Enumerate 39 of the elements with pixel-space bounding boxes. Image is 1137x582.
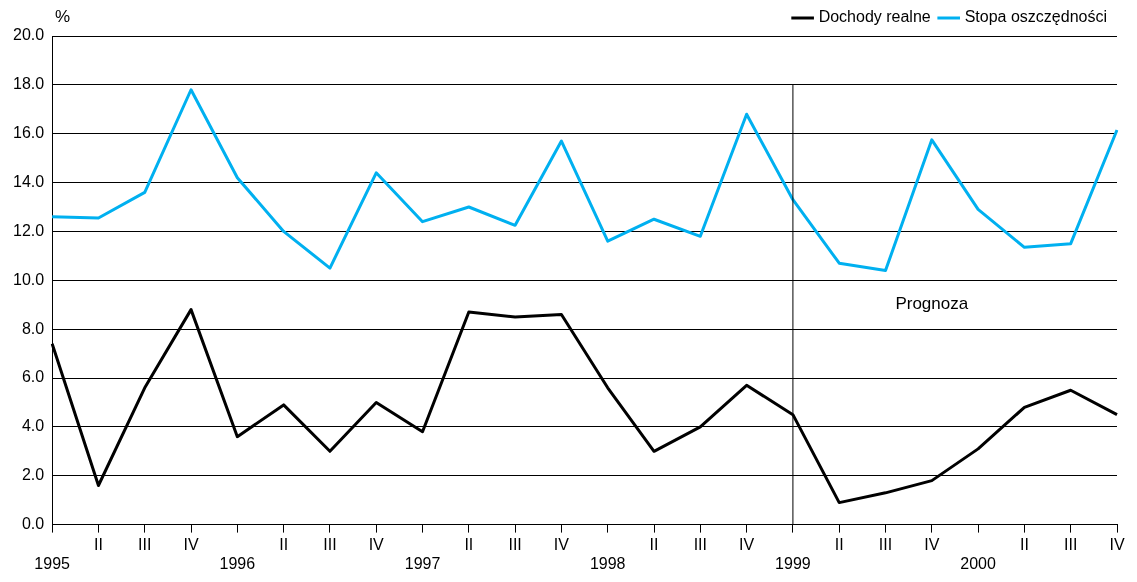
annotation: Prognoza <box>895 294 969 314</box>
legend-label: Stopa oszczędności <box>964 8 1108 26</box>
y-axis-title: % <box>55 7 71 27</box>
x-tick-label: 1998 <box>589 554 626 572</box>
legend-label: Dochody realne <box>818 8 931 26</box>
x-tick-label: II <box>93 535 103 553</box>
x-tick-label: IV <box>1109 535 1125 553</box>
y-tick-label: 14.0 <box>13 172 45 190</box>
x-tick-label: III <box>878 535 893 553</box>
x-tick-label: 1997 <box>404 554 441 572</box>
x-tick-label: II <box>464 535 474 553</box>
y-tick-label: 0.0 <box>21 515 45 533</box>
y-tick-label: 4.0 <box>21 417 45 435</box>
x-tick-label: 1995 <box>34 554 71 572</box>
x-tick-label: II <box>834 535 844 553</box>
x-tick-label: III <box>508 535 522 553</box>
y-tick-label: 2.0 <box>21 466 45 484</box>
x-tick-label: III <box>138 535 152 553</box>
x-tick-label: II <box>279 535 289 553</box>
x-tick-label: 1999 <box>775 554 811 572</box>
x-tick-label: IV <box>924 535 940 553</box>
y-tick-label: 12.0 <box>13 221 45 239</box>
x-tick-label: IV <box>368 535 385 553</box>
y-tick-label: 16.0 <box>13 124 45 142</box>
x-tick-label: II <box>1019 535 1029 553</box>
y-tick-label: 20.0 <box>13 26 45 44</box>
x-tick-label: IV <box>739 535 755 553</box>
y-tick-label: 10.0 <box>13 270 45 288</box>
x-tick-label: III <box>693 535 707 553</box>
y-tick-label: 8.0 <box>21 319 45 337</box>
x-tick-label: III <box>323 535 337 553</box>
x-tick-label: 2000 <box>960 554 996 572</box>
y-tick-label: 6.0 <box>21 368 45 386</box>
x-tick-label: IV <box>553 535 570 553</box>
x-tick-label: II <box>649 535 659 553</box>
y-tick-label: 18.0 <box>13 75 45 93</box>
x-tick-label: 1996 <box>219 554 256 572</box>
x-tick-label: III <box>1064 535 1078 553</box>
x-tick-label: IV <box>183 535 199 553</box>
